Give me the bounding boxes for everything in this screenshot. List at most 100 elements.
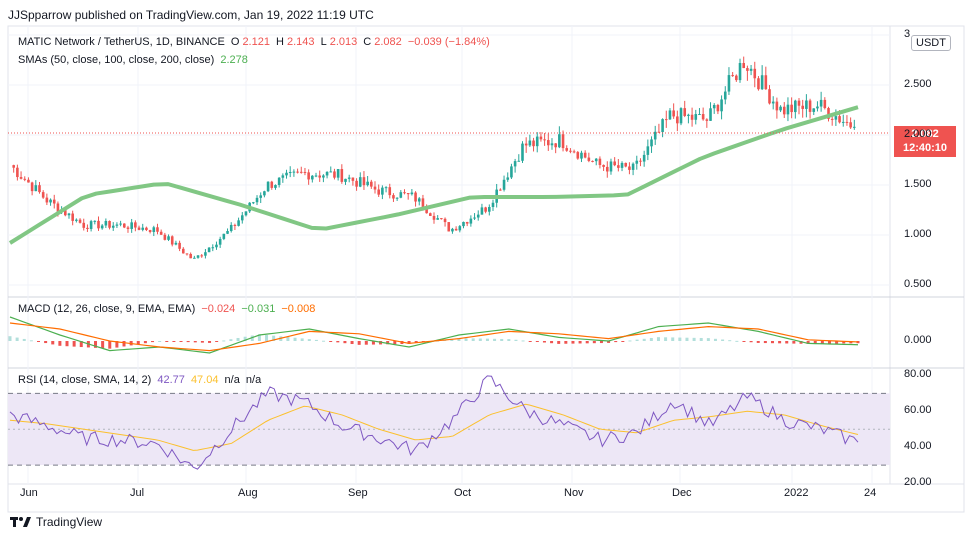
candle-body <box>723 91 727 100</box>
candle-body <box>229 224 233 232</box>
candle-body <box>362 177 366 186</box>
candle-body <box>226 231 229 234</box>
candle-body <box>539 136 543 140</box>
candle-body <box>499 189 502 191</box>
macd-series <box>8 316 860 354</box>
candle-body <box>672 110 675 117</box>
bar-countdown: 12:40:10 <box>902 142 948 154</box>
candle-body <box>159 231 163 235</box>
candle-body <box>156 227 159 232</box>
x-tick-label: Dec <box>672 487 692 499</box>
macd-histogram-bar <box>827 341 831 344</box>
candle-body <box>830 118 834 120</box>
macd-histogram-bar <box>514 339 518 341</box>
macd-histogram-bar <box>243 336 247 341</box>
macd-histogram-bar <box>250 335 254 341</box>
candle-body <box>687 114 690 116</box>
candle-body <box>384 187 388 189</box>
macd-histogram-bar <box>293 337 297 341</box>
candle-body <box>163 234 167 240</box>
candle-body <box>841 121 845 123</box>
footer-brand[interactable]: TradingView <box>10 515 102 529</box>
tradingview-logo-icon <box>10 517 31 527</box>
candle-body <box>819 99 823 107</box>
x-tick-label: Aug <box>238 487 258 499</box>
macd-histogram-bar <box>642 338 646 341</box>
candle-body <box>620 162 624 168</box>
candle-body <box>255 197 259 203</box>
candle-body <box>425 208 428 214</box>
macd-histogram-bar <box>628 340 632 342</box>
macd-histogram-bar <box>535 341 539 342</box>
macd-histogram-bar <box>478 338 482 341</box>
macd-histogram-bar <box>165 341 169 342</box>
candle-body <box>746 68 749 71</box>
candle-body <box>782 106 786 115</box>
x-tick-label: 2022 <box>784 487 809 499</box>
macd-histogram-bar <box>407 341 411 344</box>
candle-body <box>314 175 318 177</box>
candle-body <box>473 217 476 219</box>
candle-body <box>23 178 27 180</box>
candle-body <box>834 116 838 120</box>
candle-body <box>104 220 108 226</box>
candle-body <box>100 225 104 229</box>
candle-body <box>377 189 380 195</box>
macd-histogram-bar <box>307 339 311 341</box>
candle-body <box>240 215 244 221</box>
candle-body <box>355 180 358 187</box>
currency-button[interactable]: USDT <box>911 35 951 51</box>
macd-histogram-bar <box>51 341 55 345</box>
x-tick-label: 24 <box>864 487 877 499</box>
close-label: C <box>363 36 372 48</box>
macd-histogram-bar <box>692 337 696 341</box>
sma-value: 2.278 <box>220 54 248 66</box>
x-tick-label: Sep <box>348 487 368 499</box>
rsi-tick-label: 60.00 <box>904 404 932 417</box>
macd-histogram-bar <box>621 341 625 342</box>
candle-body <box>628 166 631 170</box>
rsi-legend[interactable]: RSI (14, close, SMA, 14, 2) 42.77 47.04 … <box>18 374 264 386</box>
candle-body <box>333 171 336 178</box>
candle-body <box>679 108 683 124</box>
macd-histogram-bar <box>664 337 668 341</box>
candle-body <box>303 171 307 173</box>
macd-histogram-bar <box>393 341 397 345</box>
candle-body <box>535 136 539 147</box>
candle-body <box>266 181 270 192</box>
candle-body <box>488 207 491 212</box>
macd-histogram-bar <box>208 341 212 343</box>
candle-body <box>727 75 731 92</box>
macd-legend[interactable]: MACD (12, 26, close, 9, EMA, EMA) −0.024… <box>18 303 318 315</box>
macd-histogram-bar <box>806 341 810 344</box>
candle-body <box>554 143 557 148</box>
candle-body <box>480 207 484 215</box>
candle-body <box>513 161 517 167</box>
macd-histogram-bar <box>179 341 183 342</box>
candle-body <box>299 171 303 173</box>
high-value: 2.143 <box>286 36 315 48</box>
candle-body <box>771 101 775 104</box>
macd-histogram-bar <box>272 335 276 341</box>
macd-histogram-bar <box>749 341 753 343</box>
macd-histogram-bar <box>450 338 454 341</box>
macd-histogram-bar <box>215 341 219 342</box>
candle-body <box>41 192 45 198</box>
macd-histogram-bar <box>607 341 611 343</box>
candle-body <box>845 121 849 123</box>
candle-body <box>86 227 89 229</box>
candle-body <box>322 175 325 178</box>
candle-body <box>676 116 679 124</box>
macd-histogram-bar <box>564 341 568 344</box>
candle-body <box>701 114 705 120</box>
macd-histogram-bar <box>229 339 233 341</box>
candle-body <box>617 165 620 168</box>
sma-legend[interactable]: SMAs (50, close, 100, close, 200, close)… <box>18 54 251 66</box>
candle-body <box>668 110 672 120</box>
macd-histogram-bar <box>528 341 532 342</box>
candle-body <box>720 99 723 112</box>
macd-histogram-bar <box>44 341 48 344</box>
low-value: 2.013 <box>329 36 358 48</box>
